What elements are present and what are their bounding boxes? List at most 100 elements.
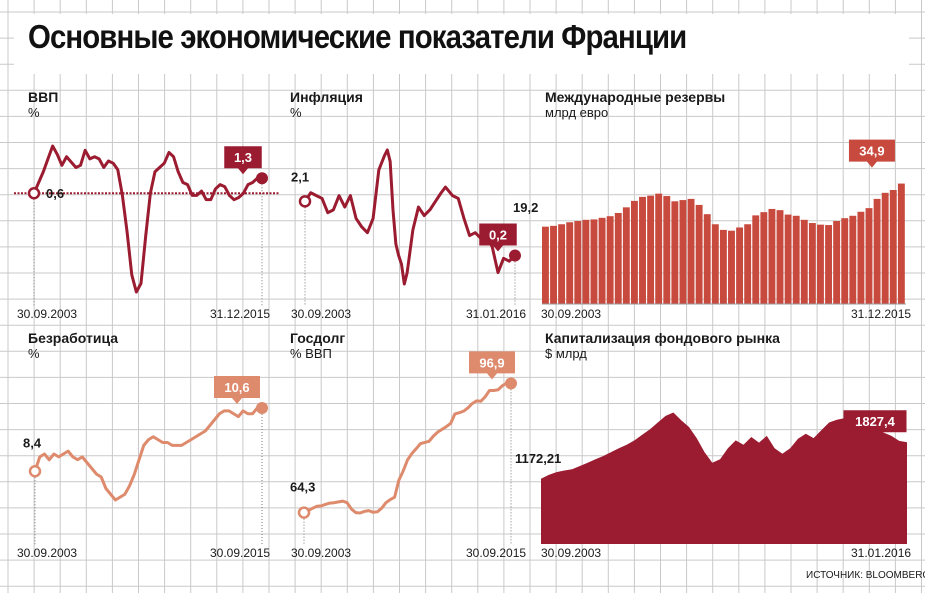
gdp-unit: % — [28, 105, 40, 120]
reserves-bar — [566, 222, 574, 304]
reserves-bar — [873, 198, 881, 304]
reserves-bar — [695, 204, 703, 304]
reserves-unit: млрд евро — [545, 105, 609, 120]
reserves-bar — [703, 214, 711, 304]
gdp-start-date: 30.09.2003 — [17, 307, 78, 321]
market-cap-area — [541, 412, 907, 544]
reserves-bar — [752, 215, 760, 304]
reserves-bar — [630, 200, 638, 304]
reserves-bar — [833, 221, 841, 304]
reserves-bar — [800, 219, 808, 304]
market-cap-end-value-callout — [843, 410, 907, 439]
unemployment-end-value-callout — [214, 376, 260, 404]
title-panel — [14, 14, 909, 74]
gdp-start-marker — [27, 186, 41, 200]
reserves-bar — [614, 212, 622, 304]
reserves-bar — [598, 217, 606, 304]
reserves-bar — [655, 193, 663, 304]
reserves-bar — [881, 192, 889, 304]
market-cap-unit: $ млрд — [545, 346, 587, 361]
reserves-bar — [865, 208, 873, 304]
inflation-panel-title: Инфляция — [290, 89, 363, 105]
reserves-bar — [558, 224, 566, 304]
reserves-bar — [889, 190, 897, 304]
unemployment-unit: % — [28, 346, 40, 361]
reserves-bar — [849, 215, 857, 304]
gdp-end-value-callout-label: 1,3 — [234, 150, 252, 165]
reserves-bar — [622, 207, 630, 304]
reserves-bar — [582, 219, 590, 304]
unemployment-start-marker — [28, 465, 42, 478]
debt-end-marker — [505, 377, 517, 390]
gdp-series-line — [32, 144, 262, 294]
unemployment-start-date: 30.09.2003 — [17, 546, 78, 560]
debt-unit: % ВВП — [290, 346, 332, 361]
inflation-unit: % — [290, 105, 302, 120]
debt-end-value-callout-label: 96,9 — [479, 355, 504, 370]
reserves-bar — [808, 223, 816, 304]
reserves-bar — [825, 225, 832, 304]
reserves-bar — [760, 212, 768, 304]
reserves-bar — [639, 196, 646, 304]
gdp-end-date: 31.12.2015 — [210, 307, 271, 321]
inflation-end-value-callout-label: 0,2 — [489, 227, 507, 242]
reserves-end-value-callout-label: 34,9 — [859, 144, 884, 159]
reserves-bar — [679, 200, 687, 304]
debt-end-value-callout — [469, 351, 515, 380]
market-cap-end-value-callout-label: 1827,4 — [855, 414, 896, 429]
reserves-start-date: 30.09.2003 — [541, 307, 602, 321]
inflation-start-date: 30.09.2003 — [291, 307, 352, 321]
market-cap-panel-title: Капитализация фондового рынка — [545, 330, 780, 346]
reserves-bar — [719, 229, 727, 304]
inflation-series-line — [303, 148, 517, 286]
reserves-bar — [897, 183, 905, 304]
reserves-bar — [542, 226, 549, 304]
source-note: ИСТОЧНИК: BLOOMBERG — [806, 570, 925, 581]
reserves-bar — [768, 208, 776, 304]
debt-end-date: 30.09.2015 — [466, 546, 527, 560]
reserves-bar — [784, 214, 792, 304]
inflation-start-value: 2,1 — [291, 169, 309, 184]
reserves-bar — [776, 210, 784, 304]
reserves-bar — [817, 224, 824, 304]
debt-start-value: 64,3 — [290, 480, 315, 495]
reserves-bar — [663, 196, 671, 304]
reserves-bar — [728, 230, 735, 304]
reserves-bar — [857, 211, 865, 304]
unemployment-panel-title: Безработица — [28, 330, 119, 346]
reserves-bar — [590, 219, 598, 304]
reserves-end-date: 31.12.2015 — [851, 307, 912, 321]
inflation-start-marker — [298, 195, 312, 208]
gdp-end-value-callout — [224, 146, 262, 175]
market-cap-start-date: 30.09.2003 — [541, 546, 602, 560]
inflation-end-date: 31.01.2016 — [466, 307, 527, 321]
page-title: Основные экономические показатели Франци… — [28, 18, 687, 55]
inflation-end-marker — [509, 249, 521, 262]
debt-start-marker — [297, 506, 311, 519]
unemployment-end-value-callout-label: 10,6 — [224, 380, 249, 395]
reserves-bar — [792, 215, 800, 304]
debt-start-date: 30.09.2003 — [291, 546, 352, 560]
reserves-bar — [841, 218, 849, 304]
gdp-panel-title: ВВП — [28, 89, 59, 105]
reserves-bar — [736, 227, 744, 304]
reserves-bar — [744, 224, 752, 304]
reserves-start-value: 19,2 — [513, 200, 538, 215]
reserves-bar — [687, 198, 695, 304]
reserves-bar — [550, 225, 557, 304]
reserves-bar — [574, 221, 582, 304]
market-cap-end-date: 31.01.2016 — [851, 546, 912, 560]
debt-series-line — [303, 381, 512, 515]
debt-panel-title: Госдолг — [290, 330, 346, 346]
reserves-bar — [711, 224, 719, 304]
reserves-bar — [606, 216, 614, 304]
reserves-bar — [671, 201, 679, 304]
reserves-end-value-callout — [848, 139, 895, 168]
unemployment-end-date: 30.09.2015 — [210, 546, 271, 560]
market-cap-start-value: 1172,21 — [515, 451, 561, 466]
gdp-end-marker — [256, 172, 268, 185]
unemployment-series-line — [33, 406, 262, 502]
inflation-end-value-callout — [479, 223, 517, 252]
